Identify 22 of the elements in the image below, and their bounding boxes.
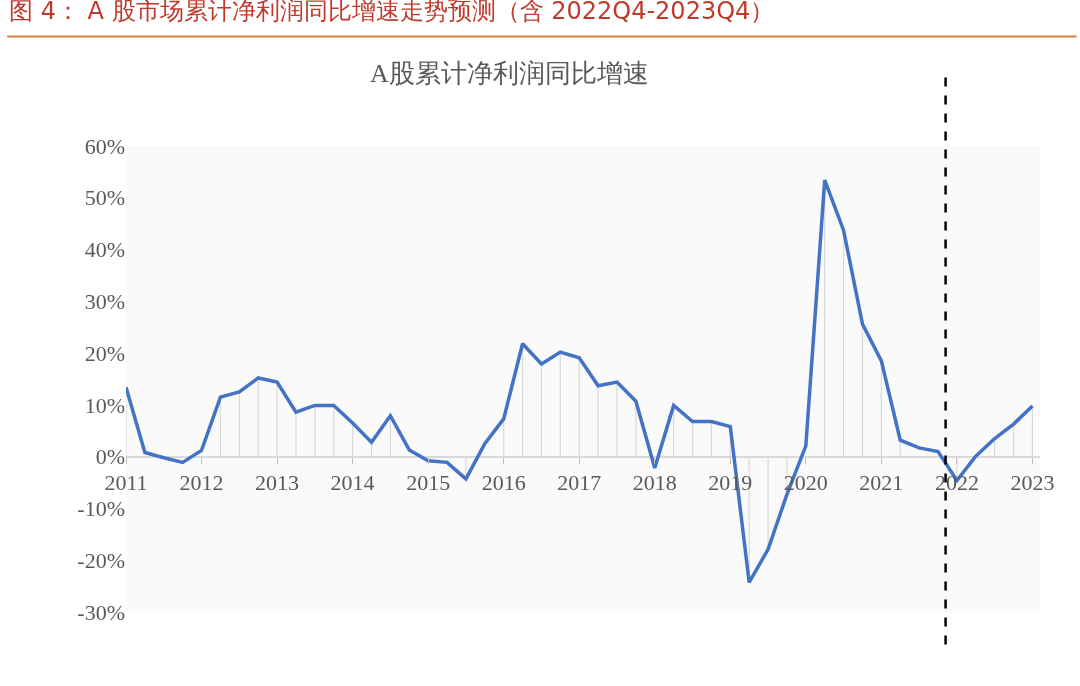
x-tick-label: 2017	[557, 470, 602, 496]
x-tick-label: 2013	[255, 470, 300, 496]
y-tick-label: -30%	[77, 599, 125, 625]
x-tick-label: 2011	[104, 470, 148, 496]
x-tick-label: 2016	[481, 470, 526, 496]
y-tick-label: 10%	[84, 392, 125, 418]
y-tick-label: 40%	[84, 237, 125, 263]
x-tick-label: 2018	[632, 470, 677, 496]
x-tick-label: 2014	[330, 470, 375, 496]
y-tick-label: -10%	[77, 496, 125, 522]
y-tick-label: 60%	[84, 133, 125, 159]
chart-subtitle: A股累计净利润同比增速	[370, 59, 649, 88]
x-tick-label: 2023	[1010, 470, 1055, 496]
y-tick-label: 0%	[95, 444, 125, 470]
y-tick-label: 50%	[84, 185, 125, 211]
x-tick-label: 2015	[406, 470, 451, 496]
y-tick-label: -20%	[77, 547, 125, 573]
x-tick-label: 2012	[179, 470, 224, 496]
y-tick-label: 30%	[84, 289, 125, 315]
x-tick-label: 2021	[859, 470, 904, 496]
y-tick-label: 20%	[84, 340, 125, 366]
x-tick-label: 2022	[934, 470, 979, 496]
